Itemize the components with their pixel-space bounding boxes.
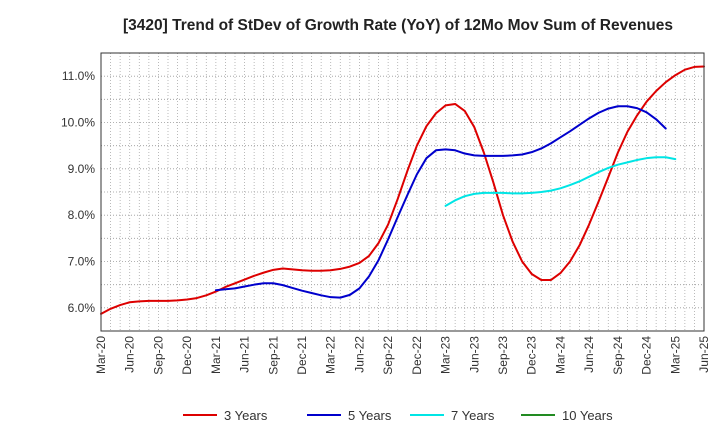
y-tick-label: 11.0%	[62, 69, 95, 83]
x-tick-label: Jun-21	[238, 336, 252, 373]
x-tick-label: Sep-22	[381, 336, 395, 375]
legend-label: 10 Years	[562, 408, 613, 423]
legend-label: 7 Years	[451, 408, 495, 423]
x-tick-label: Jun-23	[467, 336, 481, 373]
x-tick-label: Sep-20	[151, 336, 165, 375]
chart-title: [3420] Trend of StDev of Growth Rate (Yo…	[123, 17, 673, 34]
series-lines	[100, 65, 705, 315]
y-tick-label: 10.0%	[61, 116, 95, 130]
x-tick-label: Mar-21	[209, 336, 223, 374]
x-tick-label: Mar-20	[94, 336, 108, 374]
legend-label: 5 Years	[348, 408, 392, 423]
x-tick-label: Jun-25	[697, 336, 711, 373]
x-tick-label: Dec-22	[410, 336, 424, 375]
y-tick-label: 6.0%	[68, 301, 96, 315]
x-tick-label: Dec-21	[295, 336, 309, 375]
x-tick-label: Jun-22	[352, 336, 366, 373]
legend-label: 3 Years	[224, 408, 268, 423]
x-tick-label: Sep-23	[496, 336, 510, 375]
plot-area-frame	[100, 52, 705, 332]
legend: 3 Years 5 Years 7 Years 10 Years	[183, 408, 613, 423]
x-tick-label: Sep-24	[611, 336, 625, 375]
series-line-3-years	[100, 65, 705, 315]
x-tick-label: Jun-24	[582, 336, 596, 373]
x-axis: Mar-20 Jun-20 Sep-20 Dec-20 Mar-21 Jun-21 Sep-…	[94, 336, 711, 375]
series-line-7-years	[444, 156, 677, 207]
x-tick-label: Jun-20	[123, 336, 137, 373]
x-tick-label: Mar-22	[324, 336, 338, 374]
y-axis: 6.0% 7.0% 8.0% 9.0% 10.0% 11.0%	[61, 69, 95, 315]
x-tick-label: Dec-23	[525, 336, 539, 375]
y-tick-label: 7.0%	[68, 255, 96, 269]
grid	[101, 53, 704, 331]
x-tick-label: Dec-24	[640, 336, 654, 375]
y-tick-label: 8.0%	[68, 208, 96, 222]
x-tick-label: Mar-25	[668, 336, 682, 374]
series-line-5-years	[214, 105, 667, 299]
x-tick-label: Mar-24	[553, 336, 567, 374]
y-tick-label: 9.0%	[68, 162, 96, 176]
x-tick-label: Sep-21	[266, 336, 280, 375]
x-tick-label: Mar-23	[439, 336, 453, 374]
x-tick-label: Dec-20	[180, 336, 194, 375]
